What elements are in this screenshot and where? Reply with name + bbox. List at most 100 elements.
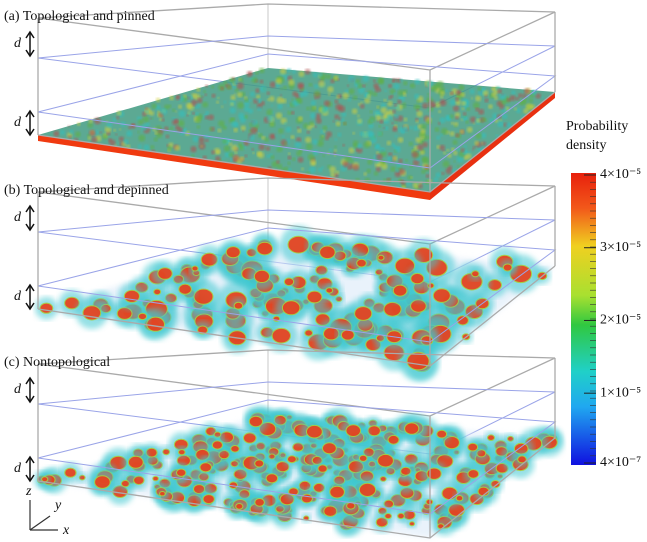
density-speck <box>102 134 108 140</box>
density-speck <box>453 151 457 155</box>
density-speck <box>231 121 237 127</box>
density-speck <box>336 121 341 126</box>
density-speck <box>231 145 238 152</box>
density-blob <box>179 450 186 455</box>
density-blob <box>488 435 495 441</box>
density-speck <box>238 113 244 119</box>
density-speck <box>312 139 318 145</box>
density-speck <box>450 92 454 96</box>
density-speck <box>394 92 396 94</box>
density-blob <box>411 300 427 312</box>
density-blob <box>405 423 419 434</box>
density-speck <box>472 149 474 151</box>
density-speck <box>524 88 530 94</box>
density-speck <box>367 94 371 98</box>
density-speck <box>255 71 259 75</box>
density-speck <box>516 97 520 101</box>
density-blob <box>355 307 372 321</box>
density-speck <box>271 155 275 159</box>
density-speck <box>154 138 158 142</box>
density-speck <box>138 135 145 142</box>
density-speck <box>311 100 316 105</box>
density-speck <box>239 78 243 82</box>
density-speck <box>198 137 205 144</box>
density-speck <box>107 122 113 128</box>
density-speck <box>289 110 291 112</box>
density-speck <box>328 125 330 127</box>
density-blob <box>128 456 143 468</box>
density-speck <box>422 103 428 109</box>
density-speck <box>175 119 179 123</box>
density-speck <box>393 126 396 129</box>
density-speck <box>284 122 287 125</box>
density-speck <box>280 68 286 74</box>
density-speck <box>267 116 274 123</box>
density-speck <box>221 106 223 108</box>
density-blob <box>378 255 384 260</box>
density-speck <box>434 177 439 182</box>
density-speck <box>77 122 81 126</box>
density-speck <box>321 166 324 169</box>
density-speck <box>379 120 383 124</box>
density-speck <box>212 94 216 98</box>
density-blob <box>323 443 337 454</box>
density-speck <box>115 133 117 135</box>
density-blob <box>236 504 243 510</box>
density-speck <box>409 142 413 146</box>
density-speck <box>370 119 373 122</box>
density-speck <box>460 130 464 134</box>
density-speck <box>149 111 154 116</box>
density-speck <box>291 99 293 101</box>
density-blob <box>427 468 441 479</box>
density-speck <box>278 128 283 133</box>
density-speck <box>349 89 355 95</box>
density-blob <box>357 259 367 267</box>
density-blob <box>456 496 463 501</box>
density-speck <box>75 131 81 137</box>
density-speck <box>450 131 455 136</box>
d-label: d <box>14 461 22 476</box>
density-blob <box>318 465 327 472</box>
density-speck <box>266 109 272 115</box>
density-speck <box>68 125 70 127</box>
density-speck <box>271 105 273 107</box>
density-speck <box>266 146 271 151</box>
density-speck <box>334 114 339 119</box>
density-speck <box>323 126 328 131</box>
density-speck <box>298 116 303 121</box>
density-speck <box>113 118 117 122</box>
density-blob <box>254 270 269 282</box>
density-speck <box>211 137 213 139</box>
density-speck <box>367 159 372 164</box>
density-speck <box>323 130 325 132</box>
density-blob <box>282 301 300 315</box>
density-speck <box>232 77 235 80</box>
density-speck <box>393 156 398 161</box>
density-speck <box>160 108 167 115</box>
density-speck <box>318 168 322 172</box>
density-speck <box>233 86 236 89</box>
density-blob <box>368 426 380 436</box>
density-speck <box>376 106 379 109</box>
density-speck <box>283 86 287 90</box>
density-speck <box>379 125 382 128</box>
density-speck <box>150 145 154 149</box>
density-speck <box>396 169 400 173</box>
density-speck <box>443 161 450 168</box>
colorbar-tick-label: 3×10⁻⁵ <box>600 240 641 255</box>
density-speck <box>291 111 295 115</box>
density-speck <box>297 98 303 104</box>
density-speck <box>395 147 401 153</box>
density-speck <box>138 119 143 124</box>
density-speck <box>455 116 459 120</box>
density-speck <box>257 107 261 111</box>
density-speck <box>186 103 192 109</box>
density-speck <box>361 102 363 104</box>
density-speck <box>392 110 395 113</box>
density-blob <box>314 483 325 492</box>
density-speck <box>188 112 191 115</box>
density-speck <box>292 91 297 96</box>
density-speck <box>208 114 214 120</box>
d-label: d <box>14 382 22 397</box>
density-blob <box>401 467 411 475</box>
